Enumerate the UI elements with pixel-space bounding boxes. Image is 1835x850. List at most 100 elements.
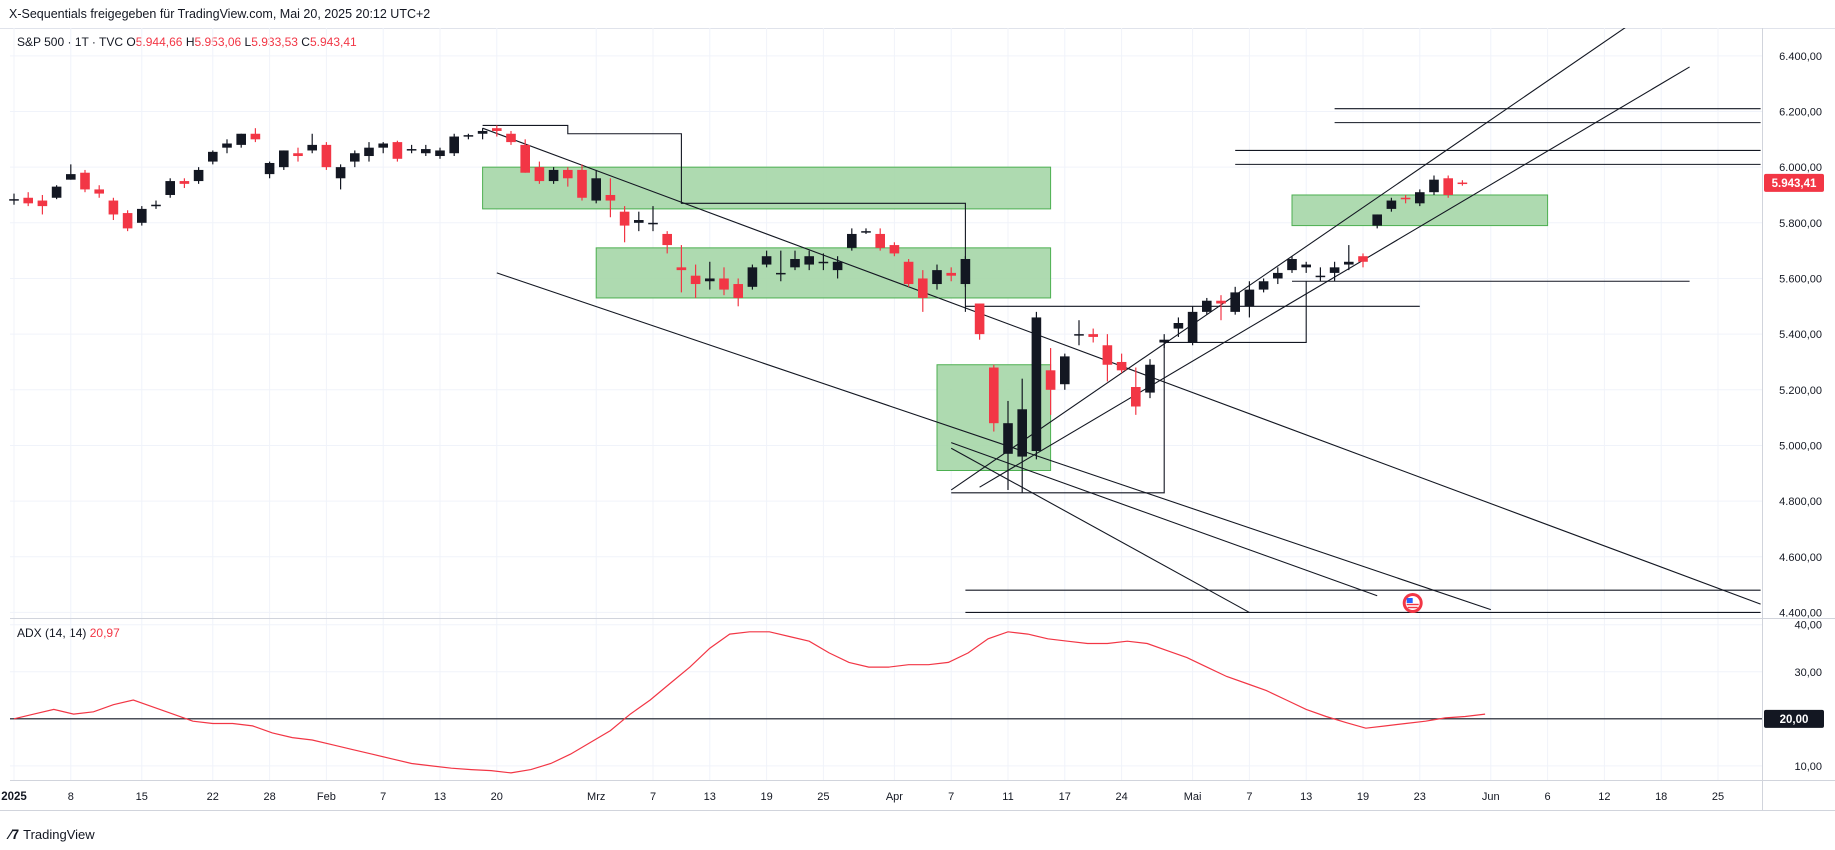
time-tick-label: 24 <box>1115 791 1127 803</box>
high-label: H <box>185 35 195 49</box>
candle-body <box>960 258 971 285</box>
candle <box>605 178 616 218</box>
candle-body <box>832 261 843 271</box>
adx-pane <box>10 631 1762 774</box>
trend-line <box>496 272 1491 611</box>
adx-tick-label: 10,00 <box>1794 761 1822 773</box>
price-tick-label: 4.800,00 <box>1779 496 1822 508</box>
candle <box>932 264 942 290</box>
candle <box>1131 367 1141 415</box>
author-name[interactable]: X-Sequentials <box>9 7 87 21</box>
time-tick-label: 25 <box>1712 791 1724 803</box>
candle <box>378 142 388 154</box>
footer-brand[interactable]: ⁄7 TradingView <box>9 826 95 842</box>
time-tick-label: 19 <box>1357 791 1369 803</box>
candle <box>449 133 459 157</box>
candle <box>1429 175 1439 195</box>
candle-body <box>1301 264 1311 268</box>
candle <box>1287 256 1297 273</box>
price-tick-label: 4.600,00 <box>1779 552 1822 564</box>
candle-body <box>1060 356 1070 385</box>
candle <box>1344 245 1354 271</box>
candle-body <box>477 130 488 134</box>
candle-body <box>1173 323 1184 329</box>
candle-body <box>634 220 644 223</box>
time-tick-label: 7 <box>380 791 386 803</box>
candle <box>676 245 687 293</box>
time-tick-label: 11 <box>1002 791 1013 803</box>
candle <box>37 194 48 215</box>
price-axis[interactable]: 6.400,00 6.200,00 6.000,00 5.800,00 5.600,00… <box>1779 51 1822 620</box>
candle-body <box>66 174 76 180</box>
candle-body <box>1045 370 1056 390</box>
candle-body <box>662 233 672 246</box>
candle <box>861 228 871 234</box>
candle <box>619 206 630 243</box>
us-flag-icon[interactable] <box>1402 593 1423 613</box>
axis-tags: 5.943,41 20,00 <box>1764 173 1824 728</box>
price-tick-label: 5.600,00 <box>1779 273 1822 285</box>
candle <box>477 128 488 140</box>
low-value: 5.933,53 <box>251 35 298 49</box>
candle <box>790 250 800 271</box>
candle-body <box>449 136 459 154</box>
candle <box>1045 348 1056 415</box>
candle-body <box>506 133 516 143</box>
candle-body <box>1230 292 1240 312</box>
candle-body <box>1088 334 1098 337</box>
candle-body <box>1159 339 1169 343</box>
candle <box>903 258 914 287</box>
candle <box>350 150 360 168</box>
candle <box>321 142 332 170</box>
price-tick-label: 6.200,00 <box>1779 106 1822 118</box>
price-tick-label: 5.200,00 <box>1779 385 1822 397</box>
candle-body <box>733 284 743 298</box>
time-tick-label: 2025 <box>1 791 27 803</box>
candle-body <box>790 258 800 268</box>
candle <box>847 228 857 251</box>
candle-body <box>1202 300 1212 312</box>
candle-body <box>137 208 147 223</box>
symbol-title[interactable]: S&P 500 · 1T · TVC <box>17 35 124 49</box>
brand-name: TradingView <box>23 827 95 842</box>
adx-axis[interactable]: 40,00 30,00 10,00 <box>1794 620 1822 773</box>
candle <box>1372 214 1382 229</box>
candle-body <box>648 222 658 225</box>
candle-body <box>250 133 261 140</box>
candle <box>1102 334 1113 382</box>
candle-body <box>605 194 616 201</box>
candle <box>1457 180 1468 186</box>
candle-body <box>321 144 332 168</box>
top-bar: X-Sequentials freigegeben für TradingVie… <box>0 0 1835 29</box>
adx-level-tag <box>1764 709 1824 728</box>
price-tick-label: 6.400,00 <box>1779 51 1822 63</box>
candle-body <box>23 197 33 204</box>
candle <box>179 178 190 189</box>
candle <box>1244 281 1255 318</box>
candle-body <box>94 189 104 194</box>
time-tick-label: 18 <box>1655 791 1667 803</box>
candle <box>1358 253 1368 268</box>
adx-title[interactable]: ADX (14, 14) <box>17 626 87 640</box>
price-tick-label: 6.000,00 <box>1779 162 1822 174</box>
adx-value: 20,97 <box>89 626 120 640</box>
candle <box>662 231 672 254</box>
candle <box>293 147 303 162</box>
candle <box>733 278 743 307</box>
candle-body <box>222 143 232 148</box>
candle-body <box>165 181 175 195</box>
candle <box>492 125 502 137</box>
time-tick-label: 19 <box>760 791 772 803</box>
candle <box>548 167 559 184</box>
candle <box>165 178 175 198</box>
low-label: L <box>244 35 252 49</box>
candle-body <box>1344 261 1354 265</box>
time-axis[interactable]: 2025 8 15 22 28 Feb 7 13 20 Mrz 7 13 19 25 Apr 7 11 17 24 M… <box>1 791 1724 803</box>
time-tick-label: 20 <box>491 791 503 803</box>
candle <box>406 144 417 154</box>
candle-body <box>1372 214 1382 226</box>
candle <box>648 206 658 232</box>
candle <box>1173 317 1184 337</box>
step-line <box>482 124 966 312</box>
